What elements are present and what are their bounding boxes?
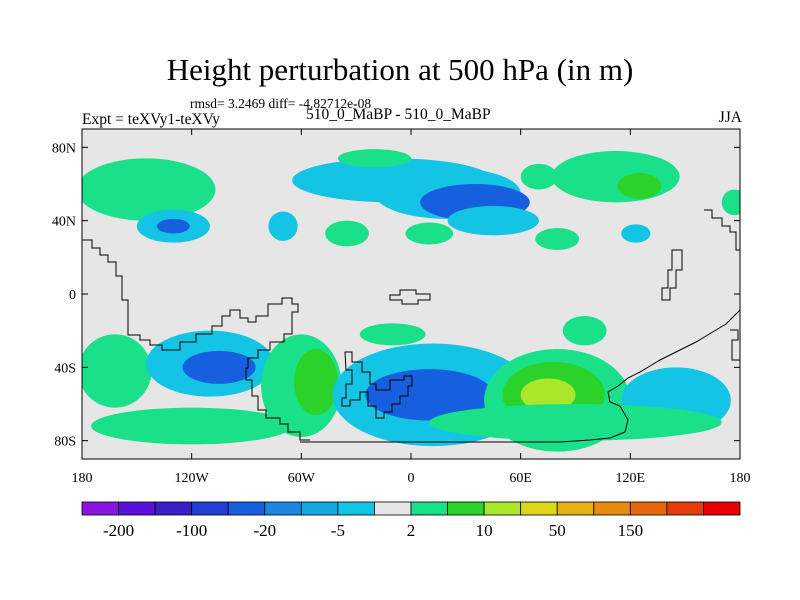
case-label: 510_0_MaBP - 510_0_MaBP	[306, 106, 491, 123]
y-tick-label: 80S	[54, 435, 76, 450]
x-tick-label: 120E	[616, 471, 646, 486]
x-tick-label: 180	[72, 471, 93, 486]
colorbar-label: -5	[331, 521, 345, 540]
y-axis: 80N 40N 0 40S 80S	[52, 141, 740, 450]
anomaly-region-30	[562, 316, 607, 346]
colorbar-box	[556, 501, 595, 516]
anomaly-region-3	[156, 218, 190, 234]
stats-text: rmsd= 3.2469 diff= -4.82712e-08	[190, 96, 372, 111]
colorbar-box	[520, 501, 558, 516]
x-axis: 180 120W 60W 0 60E 120E 180	[72, 129, 751, 486]
coastline-equatorial	[389, 289, 431, 305]
colorbar-label: -200	[103, 521, 134, 540]
anomaly-region-29	[359, 323, 426, 346]
colorbar-box	[410, 501, 448, 516]
anomaly-region-15	[535, 228, 580, 250]
colorbar-box	[703, 501, 741, 516]
colorbar-label: 50	[549, 521, 566, 540]
colorbar-box	[629, 501, 668, 516]
coastline-southwest	[730, 329, 740, 361]
x-tick-label: 60E	[509, 471, 532, 486]
anomaly-region-5	[325, 220, 369, 247]
coastline-africa	[341, 351, 413, 419]
y-tick-label: 80N	[52, 141, 76, 156]
x-tick-label: 60W	[288, 471, 316, 486]
colorbar-box	[666, 501, 704, 516]
experiment-label: Expt = teXVy1-teXVy	[82, 111, 220, 128]
anomaly-region-13	[551, 151, 680, 203]
anomaly-region-10	[405, 222, 454, 245]
colorbar-label: 150	[618, 521, 644, 540]
anomaly-region-4	[268, 211, 298, 241]
colorbar-box	[154, 501, 193, 516]
coastline	[82, 209, 740, 443]
anomaly-region-20	[182, 350, 256, 384]
colorbar-label: -100	[176, 521, 207, 540]
colorbar-box	[483, 501, 522, 516]
anomaly-region-27	[520, 378, 576, 412]
colorbar-box	[118, 501, 156, 516]
anomaly-region-17	[721, 189, 740, 216]
colorbar-label: -20	[253, 521, 276, 540]
colorbar-box	[191, 501, 229, 516]
colorbar-box	[81, 501, 119, 516]
colorbar-box	[300, 501, 339, 516]
anomaly-field	[82, 149, 740, 452]
anomaly-region-31	[429, 404, 722, 441]
colorbar-box	[337, 501, 375, 516]
chart-title: Height perturbation at 500 hPa (in m)	[166, 52, 634, 87]
anomaly-region-32	[91, 407, 293, 445]
anomaly-region-24	[365, 369, 494, 421]
coastline-east	[661, 249, 683, 301]
colorbar: -200 -100 -20 -5 2 10 50 150	[81, 501, 741, 540]
anomaly-region-1	[82, 158, 216, 221]
anomaly-region-18	[82, 334, 152, 408]
colorbar-label: 10	[476, 521, 493, 540]
anomaly-region-22	[294, 349, 338, 415]
colorbar-box	[593, 501, 631, 516]
x-tick-label: 120W	[175, 471, 210, 486]
y-tick-label: 40S	[54, 361, 76, 376]
anomaly-region-12	[520, 163, 558, 190]
season-label: JJA	[718, 109, 742, 126]
y-tick-label: 40N	[52, 215, 76, 230]
x-tick-label: 180	[730, 471, 751, 486]
x-tick-label: 0	[408, 471, 415, 486]
coastline-northeast	[704, 209, 740, 251]
colorbar-box	[264, 501, 302, 516]
coastline-americas	[82, 239, 310, 441]
anomaly-region-11	[337, 149, 412, 168]
y-tick-label: 0	[69, 288, 76, 303]
colorbar-box	[447, 501, 485, 516]
colorbar-box	[374, 501, 412, 516]
coastline-southern	[300, 309, 740, 443]
colorbar-box	[227, 501, 266, 516]
anomaly-region-9	[447, 206, 539, 236]
colorbar-label: 2	[407, 521, 416, 540]
anomaly-region-16	[621, 224, 651, 243]
anomaly-region-14	[617, 173, 662, 199]
